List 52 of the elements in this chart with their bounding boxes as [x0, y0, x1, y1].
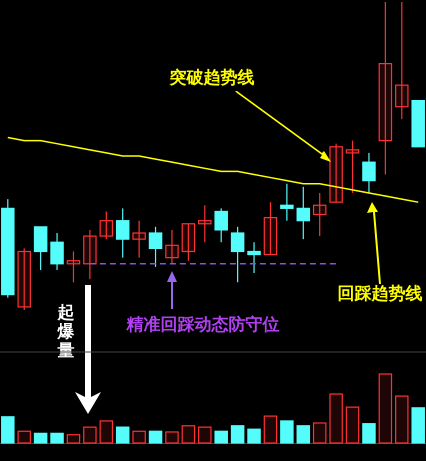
candlestick — [296, 186, 310, 240]
candlestick — [132, 220, 146, 258]
bar — [214, 430, 228, 444]
candlestick — [230, 226, 244, 283]
bar — [100, 420, 114, 444]
bar — [132, 430, 146, 444]
candlestick — [214, 208, 228, 243]
candlestick — [346, 140, 360, 194]
bar — [148, 430, 162, 444]
candlestick — [50, 232, 64, 271]
text: 精准回踩动态防守位 — [126, 315, 280, 335]
bar — [182, 425, 196, 444]
candlestick — [362, 152, 376, 194]
candlestick — [264, 202, 278, 256]
bar — [362, 423, 376, 444]
bar — [165, 431, 179, 444]
bar — [378, 373, 392, 444]
bar — [1, 416, 15, 444]
candlestick — [83, 229, 97, 280]
bar — [198, 426, 212, 444]
candlestick — [165, 229, 179, 264]
candlestick — [378, 1, 392, 176]
candlestick — [312, 192, 326, 237]
candlestick — [329, 143, 343, 203]
bar — [17, 430, 31, 444]
bar — [346, 406, 360, 444]
candlestick — [66, 250, 80, 283]
candlestick — [100, 210, 114, 240]
candlestick — [116, 208, 130, 258]
candlestick — [247, 242, 261, 274]
bar — [411, 407, 425, 444]
bar — [50, 432, 64, 444]
bar — [34, 432, 48, 444]
bar — [83, 426, 97, 444]
candlestick — [280, 183, 294, 222]
bar — [66, 434, 80, 444]
candlestick — [395, 1, 409, 120]
bar — [116, 426, 130, 444]
candlestick — [148, 226, 162, 268]
annotation: 突破趋势线 — [168, 68, 254, 88]
bar — [329, 393, 343, 444]
bar — [280, 420, 294, 444]
candlestick — [182, 223, 196, 262]
bar — [247, 428, 261, 444]
candlestick — [198, 204, 212, 243]
bar — [230, 425, 244, 444]
bar — [264, 415, 278, 444]
bar — [296, 425, 310, 444]
annotation: 回踩趋势线 — [338, 284, 422, 304]
bar — [312, 422, 326, 444]
bar — [395, 395, 409, 444]
candlestick — [17, 248, 31, 311]
